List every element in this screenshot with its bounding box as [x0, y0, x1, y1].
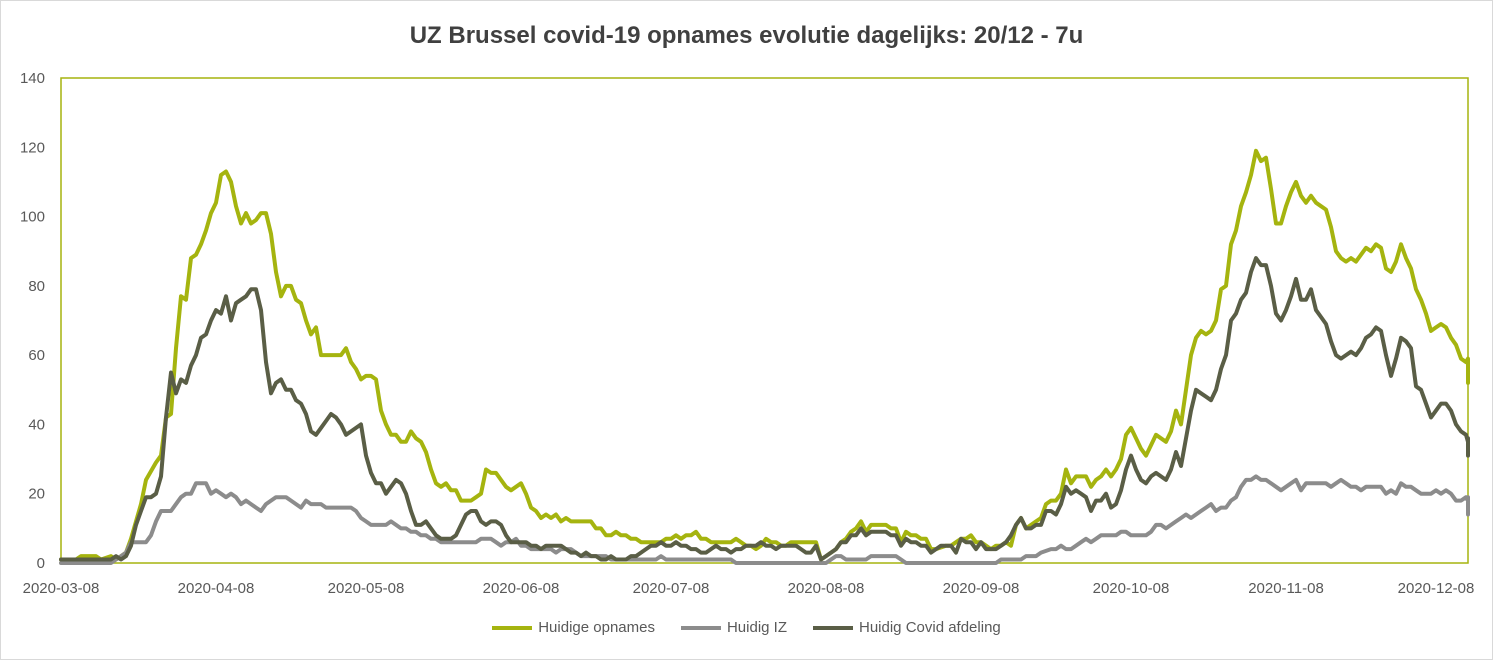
y-tick-label: 100 — [20, 209, 45, 226]
series-lines — [59, 148, 1470, 565]
legend-label: Huidig IZ — [726, 619, 787, 636]
legend-item: Huidig IZ — [680, 619, 787, 636]
legend-swatch — [813, 625, 853, 630]
legend: Huidige opnames Huidig IZ Huidig Covid afd… — [0, 619, 1493, 636]
chart-title: UZ Brussel covid-19 opnames evolutie dag… — [409, 22, 1084, 49]
x-tick-label: 2020-10-08 — [1093, 580, 1170, 597]
y-tick-label: 80 — [28, 278, 45, 295]
y-tick-label: 60 — [28, 347, 45, 364]
legend-item: Huidig Covid afdeling — [813, 619, 1001, 636]
legend-swatch — [492, 625, 533, 630]
x-tick-label: 2020-05-08 — [328, 580, 405, 597]
x-tick-label: 2020-04-08 — [178, 580, 255, 597]
legend-label: Huidige opnames — [538, 619, 655, 636]
x-tick-label: 2020-06-08 — [483, 580, 560, 597]
y-tick-label: 140 — [20, 70, 45, 87]
x-tick-label: 2020-08-08 — [788, 580, 865, 597]
y-tick-label: 0 — [37, 555, 45, 572]
y-tick-label: 20 — [28, 486, 45, 503]
x-tick-label: 2020-03-08 — [23, 580, 100, 597]
x-axis-ticks: 2020-03-08 2020-04-08 2020-05-08 2020-06-08… — [23, 580, 1475, 597]
y-axis-ticks: 0 20 40 60 80 100 120 140 — [20, 70, 45, 572]
legend-item: Huidige opnames — [492, 619, 655, 636]
x-tick-label: 2020-07-08 — [633, 580, 710, 597]
y-tick-label: 120 — [20, 139, 45, 156]
legend-swatch — [680, 625, 721, 630]
x-tick-label: 2020-11-08 — [1248, 580, 1324, 597]
y-tick-label: 40 — [28, 416, 45, 433]
x-tick-label: 2020-12-08 — [1398, 580, 1475, 597]
legend-label: Huidig Covid afdeling — [859, 619, 1001, 636]
series-line-3 — [59, 256, 1470, 562]
series-line-2 — [59, 474, 1470, 565]
x-tick-label: 2020-09-08 — [943, 580, 1020, 597]
